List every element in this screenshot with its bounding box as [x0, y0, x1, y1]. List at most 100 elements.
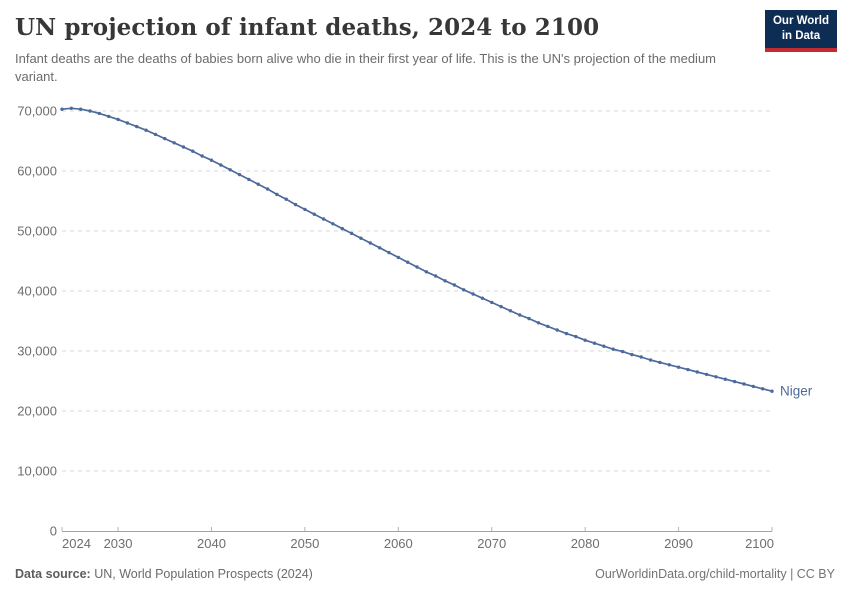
data-source-label: Data source: [15, 567, 91, 581]
chart-header: UN projection of infant deaths, 2024 to … [15, 14, 750, 87]
data-point[interactable] [518, 313, 522, 317]
data-point[interactable] [209, 158, 214, 162]
chart-footer: Data source: UN, World Population Prospe… [15, 567, 835, 581]
data-point[interactable] [723, 377, 727, 381]
data-point[interactable] [396, 255, 401, 260]
x-tick-label: 2030 [104, 536, 133, 551]
data-point[interactable] [676, 365, 681, 369]
data-point[interactable] [303, 207, 307, 212]
niger-line[interactable] [61, 107, 773, 393]
data-point[interactable] [144, 128, 148, 132]
data-point[interactable] [462, 288, 466, 292]
data-point[interactable] [433, 274, 438, 278]
data-point[interactable] [135, 124, 139, 129]
data-point[interactable] [415, 265, 419, 269]
data-point[interactable] [116, 117, 120, 122]
data-point[interactable] [695, 370, 699, 374]
niger-label: Niger [780, 384, 813, 399]
data-point[interactable] [602, 344, 606, 348]
data-point[interactable] [349, 231, 354, 236]
data-point[interactable] [60, 107, 64, 111]
data-point[interactable] [275, 192, 279, 197]
data-point[interactable] [592, 341, 597, 345]
data-point[interactable] [368, 241, 372, 245]
data-point[interactable] [555, 328, 559, 332]
data-point[interactable] [742, 382, 746, 386]
data-point[interactable] [69, 106, 74, 110]
data-point[interactable] [574, 334, 578, 339]
data-point[interactable] [639, 355, 643, 359]
data-point[interactable] [359, 236, 363, 240]
y-tick-label: 70,000 [17, 104, 57, 119]
data-point[interactable] [480, 296, 485, 300]
data-point[interactable] [256, 182, 260, 186]
line-chart[interactable]: 0 10,000 20,000 30,000 40,000 50,000 60,000 70,… [0, 97, 850, 559]
data-point[interactable] [265, 187, 270, 191]
data-point[interactable] [387, 250, 391, 255]
data-point[interactable] [125, 121, 130, 125]
data-point[interactable] [321, 217, 326, 221]
data-source: Data source: UN, World Population Prospe… [15, 567, 313, 581]
data-point[interactable] [107, 114, 111, 119]
data-point[interactable] [630, 352, 634, 357]
data-point[interactable] [583, 338, 587, 342]
data-point[interactable] [508, 309, 513, 313]
data-point[interactable] [499, 304, 503, 309]
data-point[interactable] [200, 154, 204, 158]
x-tick-label: 2040 [197, 536, 226, 551]
data-point[interactable] [620, 349, 625, 354]
data-point[interactable] [284, 197, 288, 201]
data-point[interactable] [714, 375, 718, 379]
x-tick-label: 2070 [477, 536, 506, 551]
data-point[interactable] [88, 109, 92, 113]
credit-link[interactable]: OurWorldinData.org/child-mortality | CC … [595, 567, 835, 581]
data-point[interactable] [163, 136, 167, 141]
data-point[interactable] [312, 212, 316, 216]
page-title: UN projection of infant deaths, 2024 to … [15, 14, 600, 41]
data-point[interactable] [78, 107, 83, 111]
owid-logo-line2: in Data [781, 29, 821, 42]
y-tick-label: 60,000 [17, 164, 57, 179]
data-point[interactable] [770, 389, 774, 393]
owid-logo-line1: Our World [772, 15, 829, 27]
data-point[interactable] [443, 279, 447, 283]
y-tick-label: 50,000 [17, 224, 57, 239]
x-tick-label: 2090 [664, 536, 693, 551]
data-point[interactable] [340, 226, 344, 231]
data-point[interactable] [405, 260, 410, 264]
data-point[interactable] [751, 384, 756, 389]
data-point[interactable] [219, 163, 223, 167]
data-point[interactable] [228, 168, 232, 172]
data-point[interactable] [471, 292, 475, 296]
data-point[interactable] [686, 367, 690, 372]
data-point[interactable] [153, 132, 158, 137]
data-point[interactable] [546, 324, 550, 329]
data-point[interactable] [247, 177, 251, 182]
data-point[interactable] [424, 270, 429, 274]
data-point[interactable] [191, 149, 195, 153]
x-tick-label: 2050 [290, 536, 319, 551]
data-point[interactable] [536, 321, 541, 325]
data-point[interactable] [452, 283, 457, 287]
data-point[interactable] [293, 202, 298, 207]
data-point[interactable] [667, 363, 671, 367]
data-point[interactable] [181, 145, 186, 149]
data-point[interactable] [658, 360, 662, 365]
chart-subtitle: Infant deaths are the deaths of babies b… [15, 51, 717, 85]
data-point[interactable] [527, 316, 531, 321]
data-point[interactable] [732, 379, 737, 384]
y-tick-label: 20,000 [17, 404, 57, 419]
data-point[interactable] [704, 372, 709, 377]
data-point[interactable] [490, 300, 494, 305]
data-point[interactable] [237, 172, 242, 177]
data-point[interactable] [611, 347, 615, 351]
owid-logo[interactable]: Our World in Data [764, 10, 837, 52]
x-tick-label: 2060 [384, 536, 413, 551]
data-point[interactable] [564, 331, 569, 336]
data-point[interactable] [97, 111, 102, 116]
data-point[interactable] [331, 222, 335, 226]
data-point[interactable] [648, 358, 653, 362]
data-point[interactable] [377, 246, 382, 250]
data-point[interactable] [760, 387, 765, 391]
data-point[interactable] [172, 141, 176, 145]
